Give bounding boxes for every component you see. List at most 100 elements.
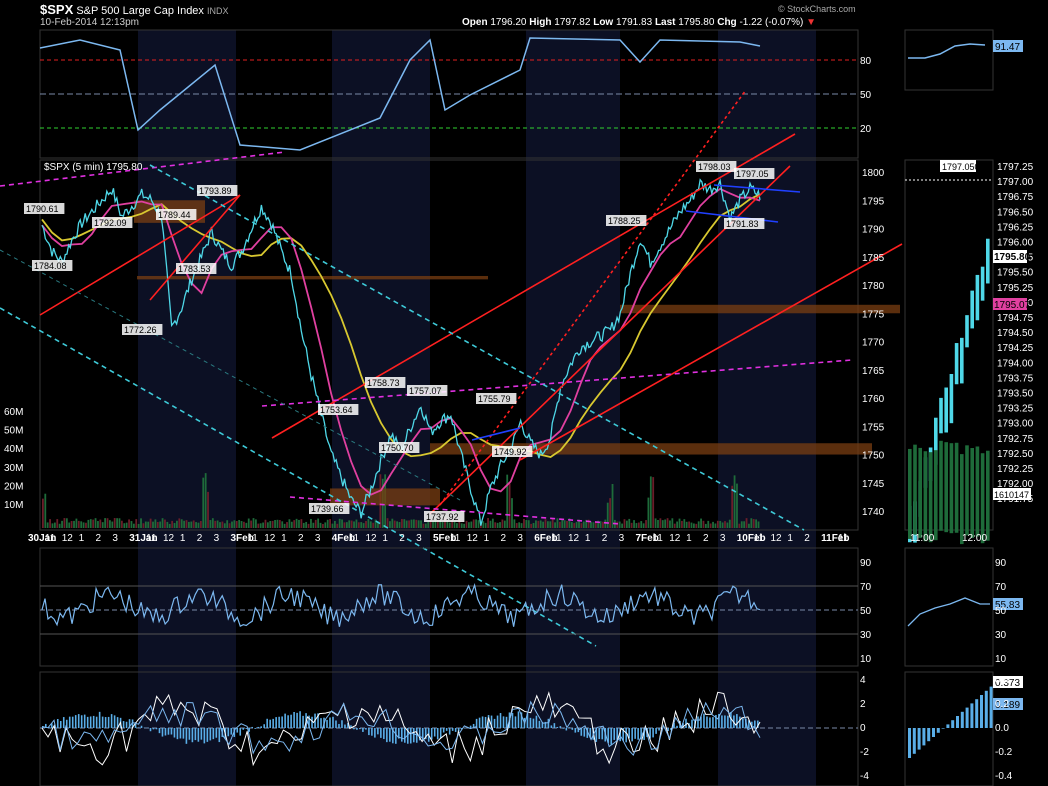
- mini-volume-bar: [908, 448, 912, 539]
- macd-bar: [209, 728, 212, 741]
- annotation-label: 1757.07: [409, 386, 442, 396]
- volume-bar: [609, 498, 612, 528]
- macd-bar: [424, 728, 427, 740]
- volume-bar: [700, 518, 702, 528]
- mini-high-label: 1797.050: [942, 162, 980, 172]
- rsib-tick-30: 30: [860, 630, 872, 641]
- mini-price-tick: 1795.25: [997, 283, 1034, 294]
- volume-bar: [575, 522, 578, 528]
- mini-price-tick: 1794.00: [997, 358, 1034, 369]
- mini-candle: [975, 274, 980, 321]
- volume-bar: [156, 522, 159, 528]
- macd-bar: [116, 717, 119, 728]
- x-tick: 12: [264, 533, 276, 544]
- x-tick: 2: [501, 533, 507, 544]
- macd-bar: [532, 718, 535, 728]
- macd-bar: [718, 713, 720, 728]
- volume-bar: [202, 477, 205, 528]
- mini-price-tick: 1793.25: [997, 404, 1034, 415]
- trend-line: [39, 194, 241, 316]
- volume-bar: [527, 520, 530, 528]
- volume-bar: [405, 520, 408, 528]
- volume-bar: [477, 520, 480, 528]
- macd-bar: [206, 728, 209, 742]
- mini-macd-bar: [936, 728, 940, 733]
- volume-bar: [350, 520, 353, 528]
- volume-bar: [97, 521, 99, 528]
- rsi-top-line: [39, 37, 761, 151]
- volume-bar: [85, 522, 87, 528]
- macd-bar: [365, 728, 367, 730]
- macd-bar: [107, 716, 110, 728]
- mini-price-tick: 1796.75: [997, 192, 1034, 203]
- volume-bar: [566, 520, 568, 528]
- volume-bar: [65, 518, 68, 528]
- macd-bar: [197, 728, 200, 742]
- price-tick: 1790: [862, 225, 885, 236]
- index-name: S&P 500 Large Cap Index: [76, 5, 204, 17]
- volume-bar: [238, 519, 241, 528]
- annotation-label: 1784.08: [34, 261, 67, 271]
- day-band-2: [526, 30, 620, 786]
- macd-bar: [544, 721, 547, 728]
- macd-bar: [565, 728, 568, 731]
- volume-bar: [666, 518, 669, 528]
- rsib-tick-50: 50: [860, 606, 872, 617]
- macd-bar: [505, 716, 508, 728]
- volume-bar: [329, 519, 331, 528]
- volume-bar: [523, 518, 525, 528]
- volume-bar: [568, 518, 571, 528]
- mini-macd-bar: [984, 690, 988, 728]
- macd-bar: [83, 714, 86, 728]
- trend-line: [149, 194, 241, 301]
- x-tick: 1: [281, 533, 287, 544]
- day-band-0: [138, 30, 236, 786]
- mini-price-tick: 1792.00: [997, 479, 1034, 490]
- volume-bar: [118, 518, 121, 528]
- annotation-label: 1798.03: [698, 162, 731, 172]
- volume-bar: [396, 521, 399, 528]
- mini-candle: [949, 374, 954, 424]
- volume-bar: [255, 519, 257, 528]
- macd-bar: [739, 716, 741, 728]
- volume-bar: [657, 520, 659, 528]
- macd-bar: [577, 728, 580, 733]
- macd-bar: [176, 728, 179, 740]
- volume-bar: [164, 519, 166, 528]
- volume-bar: [101, 522, 104, 528]
- volume-bar: [436, 519, 439, 528]
- volume-bar: [640, 521, 643, 528]
- volume-bar: [68, 522, 71, 528]
- macd-bar: [308, 715, 310, 728]
- macd-bar: [80, 715, 83, 728]
- macd-bar: [481, 716, 484, 728]
- volume-bar: [544, 519, 547, 528]
- macd-bar: [236, 728, 239, 733]
- mini-volume-bar: [923, 451, 928, 542]
- flag-line: [713, 184, 801, 193]
- x-tick: 2: [96, 533, 102, 544]
- volume-bar: [92, 519, 95, 528]
- mini-candle: [944, 387, 948, 433]
- volume-bar: [499, 522, 501, 528]
- volume-bar: [178, 518, 181, 528]
- volume-bar: [621, 523, 623, 528]
- volume-bar: [752, 519, 755, 528]
- macd-bar: [191, 728, 194, 743]
- macd-bar: [631, 728, 633, 742]
- mini-price-tick: 1797.25: [997, 162, 1034, 173]
- annotation-box: [92, 217, 133, 228]
- volume-bar: [456, 523, 458, 528]
- volume-bar: [719, 520, 722, 528]
- volume-bar: [587, 519, 590, 528]
- macd-bar: [550, 725, 553, 728]
- macd-bar: [329, 717, 331, 728]
- volume-bar: [99, 519, 102, 528]
- macd-bar: [487, 715, 490, 728]
- macd-bar: [257, 726, 259, 728]
- volume-bar: [491, 518, 494, 528]
- annotation-box: [32, 260, 73, 271]
- macd-bar: [395, 728, 397, 744]
- macd-bar: [371, 728, 373, 736]
- volume-bar: [135, 519, 138, 528]
